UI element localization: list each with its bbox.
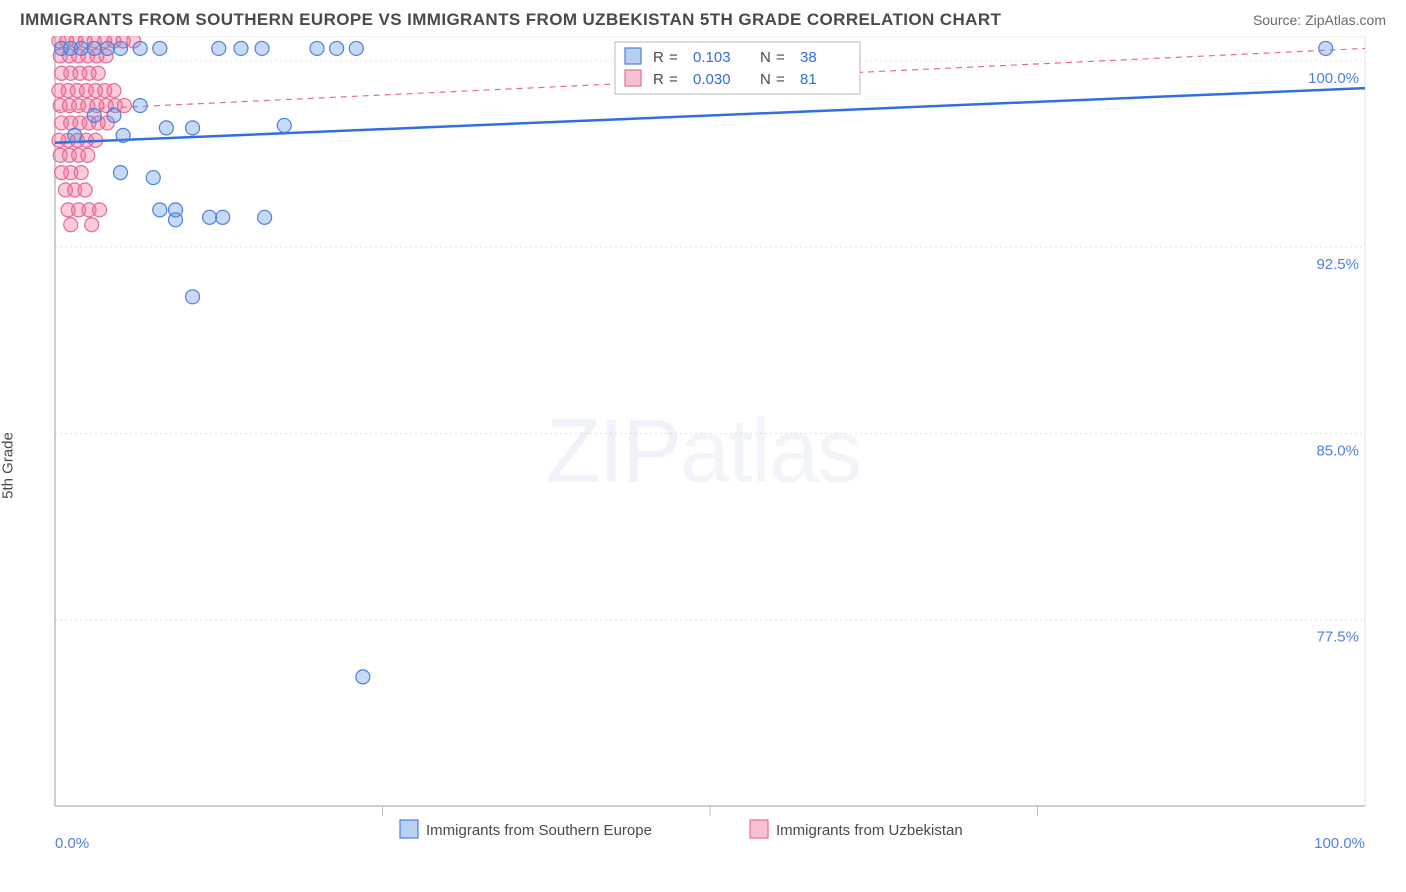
- data-point-southern-europe: [87, 41, 101, 55]
- legend-swatch-southern-europe: [625, 48, 641, 64]
- y-tick-label: 92.5%: [1316, 256, 1359, 273]
- data-point-southern-europe: [330, 41, 344, 55]
- x-tick-label: 0.0%: [55, 835, 89, 852]
- legend-swatch-uzbekistan: [625, 70, 641, 86]
- data-point-southern-europe: [234, 41, 248, 55]
- y-tick-label: 77.5%: [1316, 629, 1359, 646]
- data-point-southern-europe: [68, 128, 82, 142]
- data-point-uzbekistan: [91, 66, 105, 80]
- data-point-southern-europe: [153, 41, 167, 55]
- data-point-southern-europe: [116, 128, 130, 142]
- chart-title: IMMIGRANTS FROM SOUTHERN EUROPE VS IMMIG…: [20, 10, 1001, 30]
- legend-swatch-southern-europe: [400, 820, 418, 838]
- data-point-southern-europe: [216, 210, 230, 224]
- correlation-scatter-chart: 100.0% 92.5% 85.0% 77.5% 0.0% 100.0% R = 0.103 N =…: [0, 36, 1406, 878]
- data-point-southern-europe: [203, 210, 217, 224]
- stat-eq: =: [669, 71, 678, 88]
- data-point-southern-europe: [74, 41, 88, 55]
- y-axis-label: 5th Grade: [0, 432, 17, 499]
- data-point-uzbekistan: [64, 218, 78, 232]
- data-point-southern-europe: [159, 121, 173, 135]
- data-point-uzbekistan: [85, 218, 99, 232]
- stat-r-label: R: [653, 71, 664, 88]
- y-tick-label: 100.0%: [1308, 70, 1359, 87]
- data-point-southern-europe: [186, 290, 200, 304]
- data-point-uzbekistan: [107, 84, 121, 98]
- data-point-southern-europe: [107, 108, 121, 122]
- stat-r-label: R: [653, 49, 664, 66]
- data-point-southern-europe: [255, 41, 269, 55]
- source-prefix: Source:: [1253, 12, 1305, 28]
- data-point-southern-europe: [153, 203, 167, 217]
- data-point-southern-europe: [186, 121, 200, 135]
- stat-n-value-uzbekistan: 81: [800, 71, 817, 88]
- data-point-southern-europe: [114, 166, 128, 180]
- data-point-southern-europe: [114, 41, 128, 55]
- data-point-uzbekistan: [81, 148, 95, 162]
- stat-r-value-southern-europe: 0.103: [693, 49, 731, 66]
- data-point-southern-europe: [310, 41, 324, 55]
- data-point-southern-europe: [133, 41, 147, 55]
- stats-legend-box: [615, 42, 860, 94]
- stat-eq: =: [669, 49, 678, 66]
- source-attribution: Source: ZipAtlas.com: [1253, 12, 1386, 28]
- stat-eq: =: [776, 49, 785, 66]
- stat-n-label: N: [760, 49, 771, 66]
- legend-label-uzbekistan: Immigrants from Uzbekistan: [776, 822, 963, 839]
- data-point-southern-europe: [258, 210, 272, 224]
- data-point-southern-europe: [146, 171, 160, 185]
- data-point-southern-europe: [356, 670, 370, 684]
- data-point-southern-europe: [212, 41, 226, 55]
- data-point-southern-europe: [133, 99, 147, 113]
- source-name: ZipAtlas.com: [1305, 12, 1386, 28]
- y-tick-label: 85.0%: [1316, 442, 1359, 459]
- data-point-southern-europe: [100, 41, 114, 55]
- stat-n-value-southern-europe: 38: [800, 49, 817, 66]
- stat-r-value-uzbekistan: 0.030: [693, 71, 731, 88]
- x-tick-label: 100.0%: [1314, 835, 1365, 852]
- legend-swatch-uzbekistan: [750, 820, 768, 838]
- data-point-uzbekistan: [93, 203, 107, 217]
- data-point-southern-europe: [277, 118, 291, 132]
- stat-eq: =: [776, 71, 785, 88]
- data-point-southern-europe: [87, 108, 101, 122]
- data-point-southern-europe: [349, 41, 363, 55]
- stat-n-label: N: [760, 71, 771, 88]
- data-point-uzbekistan: [78, 183, 92, 197]
- legend-label-southern-europe: Immigrants from Southern Europe: [426, 822, 652, 839]
- data-point-southern-europe: [169, 213, 183, 227]
- data-point-southern-europe: [1319, 41, 1333, 55]
- data-point-uzbekistan: [74, 166, 88, 180]
